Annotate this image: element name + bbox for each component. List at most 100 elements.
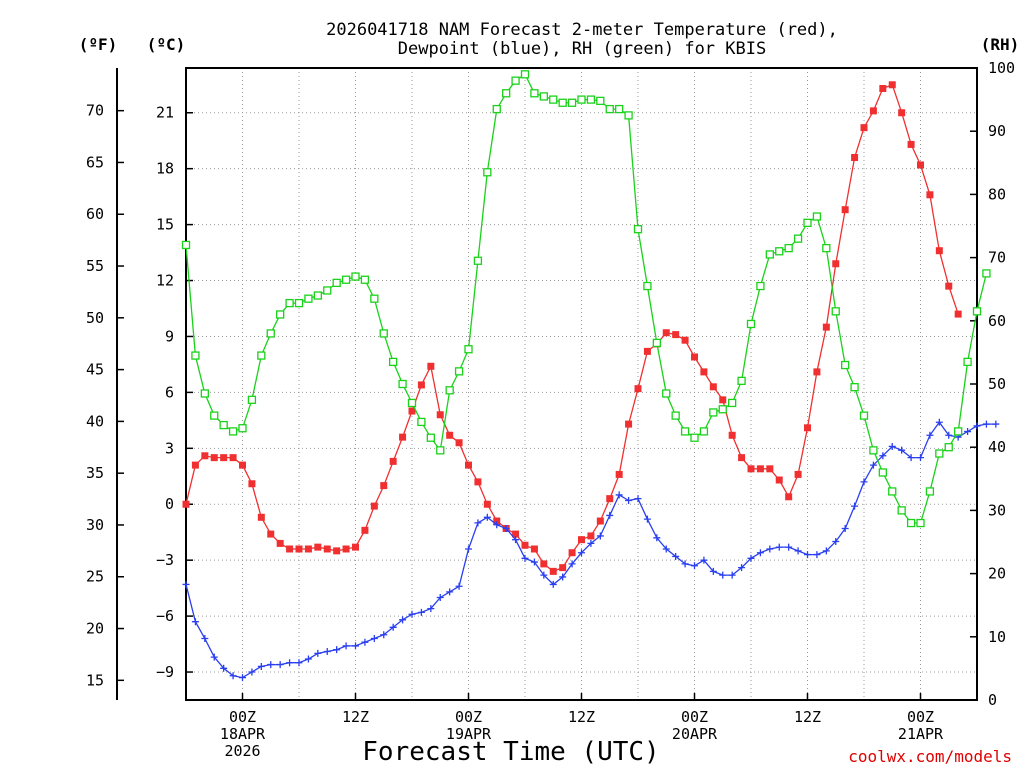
temperature-point — [587, 532, 595, 540]
rh-point — [502, 89, 511, 98]
temperature-point — [323, 545, 331, 553]
dewpoint-point — [643, 515, 651, 523]
temperature-point — [794, 470, 802, 478]
dewpoint-point — [408, 610, 416, 618]
dewpoint-point — [615, 491, 623, 499]
dewpoint-point — [662, 545, 670, 553]
rh-point — [530, 89, 539, 98]
rh-point — [737, 376, 746, 385]
dewpoint-point — [832, 538, 840, 546]
dewpoint-point — [389, 623, 397, 631]
dewpoint-point — [775, 543, 783, 551]
temperature-point — [917, 161, 924, 169]
series-rh — [181, 70, 991, 528]
dewpoint-point — [333, 646, 341, 654]
dewpoint-point — [304, 655, 312, 663]
rh-point — [633, 225, 643, 234]
temperature-point — [747, 465, 755, 473]
rh-point — [586, 95, 596, 104]
temperature-point — [672, 331, 680, 339]
temperature-point — [709, 383, 717, 391]
rh-point — [671, 411, 680, 420]
dewpoint-point — [257, 662, 265, 670]
temperature-point — [813, 368, 821, 376]
temperature-point — [954, 310, 962, 318]
grid-lines — [186, 68, 977, 700]
temperature-point — [474, 478, 482, 486]
x-tick-label: 00Z — [229, 708, 256, 726]
temperature-point — [286, 545, 294, 553]
dewpoint-point — [436, 593, 444, 601]
temperature-point — [220, 454, 228, 462]
dewpoint-point — [888, 442, 896, 450]
rh-point — [662, 389, 671, 398]
rh-point — [426, 433, 435, 442]
fahrenheit-tick-label: 25 — [86, 568, 104, 586]
dewpoint-point — [982, 420, 990, 428]
rh-point — [728, 398, 737, 408]
temperature-point — [832, 260, 840, 268]
dewpoint-point — [841, 524, 849, 532]
chart-title-line-1: 2026041718 NAM Forecast 2-meter Temperat… — [326, 20, 838, 40]
temperature-point — [822, 323, 830, 331]
x-tick-label: 00Z — [907, 708, 934, 726]
temperature-point — [691, 353, 698, 361]
credit-link[interactable]: coolwx.com/models — [848, 747, 1012, 766]
dewpoint-point — [756, 549, 764, 557]
temperature-point — [399, 433, 407, 441]
temperature-point — [596, 517, 604, 525]
celsius-tick-label: 9 — [165, 327, 174, 345]
temperature-point — [201, 452, 209, 460]
temperature-point — [662, 329, 670, 337]
temperature-point — [559, 564, 567, 572]
rh-point — [285, 298, 294, 308]
dewpoint-point — [578, 549, 585, 557]
rh-point — [294, 298, 304, 308]
dewpoint-point — [634, 495, 642, 503]
rh-point — [304, 294, 313, 303]
rh-point — [228, 427, 238, 436]
fahrenheit-tick-label: 40 — [86, 412, 104, 430]
dewpoint-point — [474, 519, 482, 527]
dewpoint-point — [672, 552, 680, 560]
x-tick-label: 20APR — [672, 725, 718, 743]
temperature-point — [719, 396, 727, 404]
rh-point — [897, 506, 906, 515]
temperature-point — [333, 547, 341, 555]
dewpoint-point — [785, 543, 793, 551]
rh-point — [954, 427, 963, 436]
dewpoint-point — [191, 618, 199, 626]
rh-point — [652, 338, 661, 348]
temperature-point — [898, 109, 906, 117]
temperature-line — [185, 83, 959, 573]
dewpoint-point — [559, 573, 567, 581]
temperature-point — [615, 470, 623, 478]
rh-tick-label: 70 — [988, 249, 1006, 267]
dewpoint-point — [879, 452, 887, 460]
rh-point — [360, 275, 370, 284]
rh-point — [464, 345, 473, 354]
rh-point — [822, 243, 831, 253]
dewpoint-point — [860, 478, 868, 486]
rh-point — [511, 76, 520, 85]
rh-point — [549, 95, 558, 104]
temperature-point — [380, 482, 388, 490]
temperature-point — [304, 545, 312, 553]
temperature-point — [578, 536, 585, 544]
dewpoint-point — [465, 545, 472, 553]
temperature-point — [455, 439, 463, 447]
rh-point — [247, 395, 257, 404]
dewpoint-point — [794, 547, 802, 555]
rh-point — [746, 319, 756, 329]
dewpoint-point — [691, 562, 698, 570]
rh-point — [313, 291, 322, 300]
x-axis-title: Forecast Time (UTC) — [362, 737, 659, 767]
dewpoint-point — [917, 454, 924, 462]
rh-tick-label: 0 — [988, 691, 997, 709]
dewpoint-point — [276, 661, 284, 669]
temperature-point — [389, 457, 397, 465]
rh-point — [643, 281, 652, 291]
temperature-point — [530, 545, 538, 553]
rh-tick-label: 10 — [988, 628, 1006, 646]
